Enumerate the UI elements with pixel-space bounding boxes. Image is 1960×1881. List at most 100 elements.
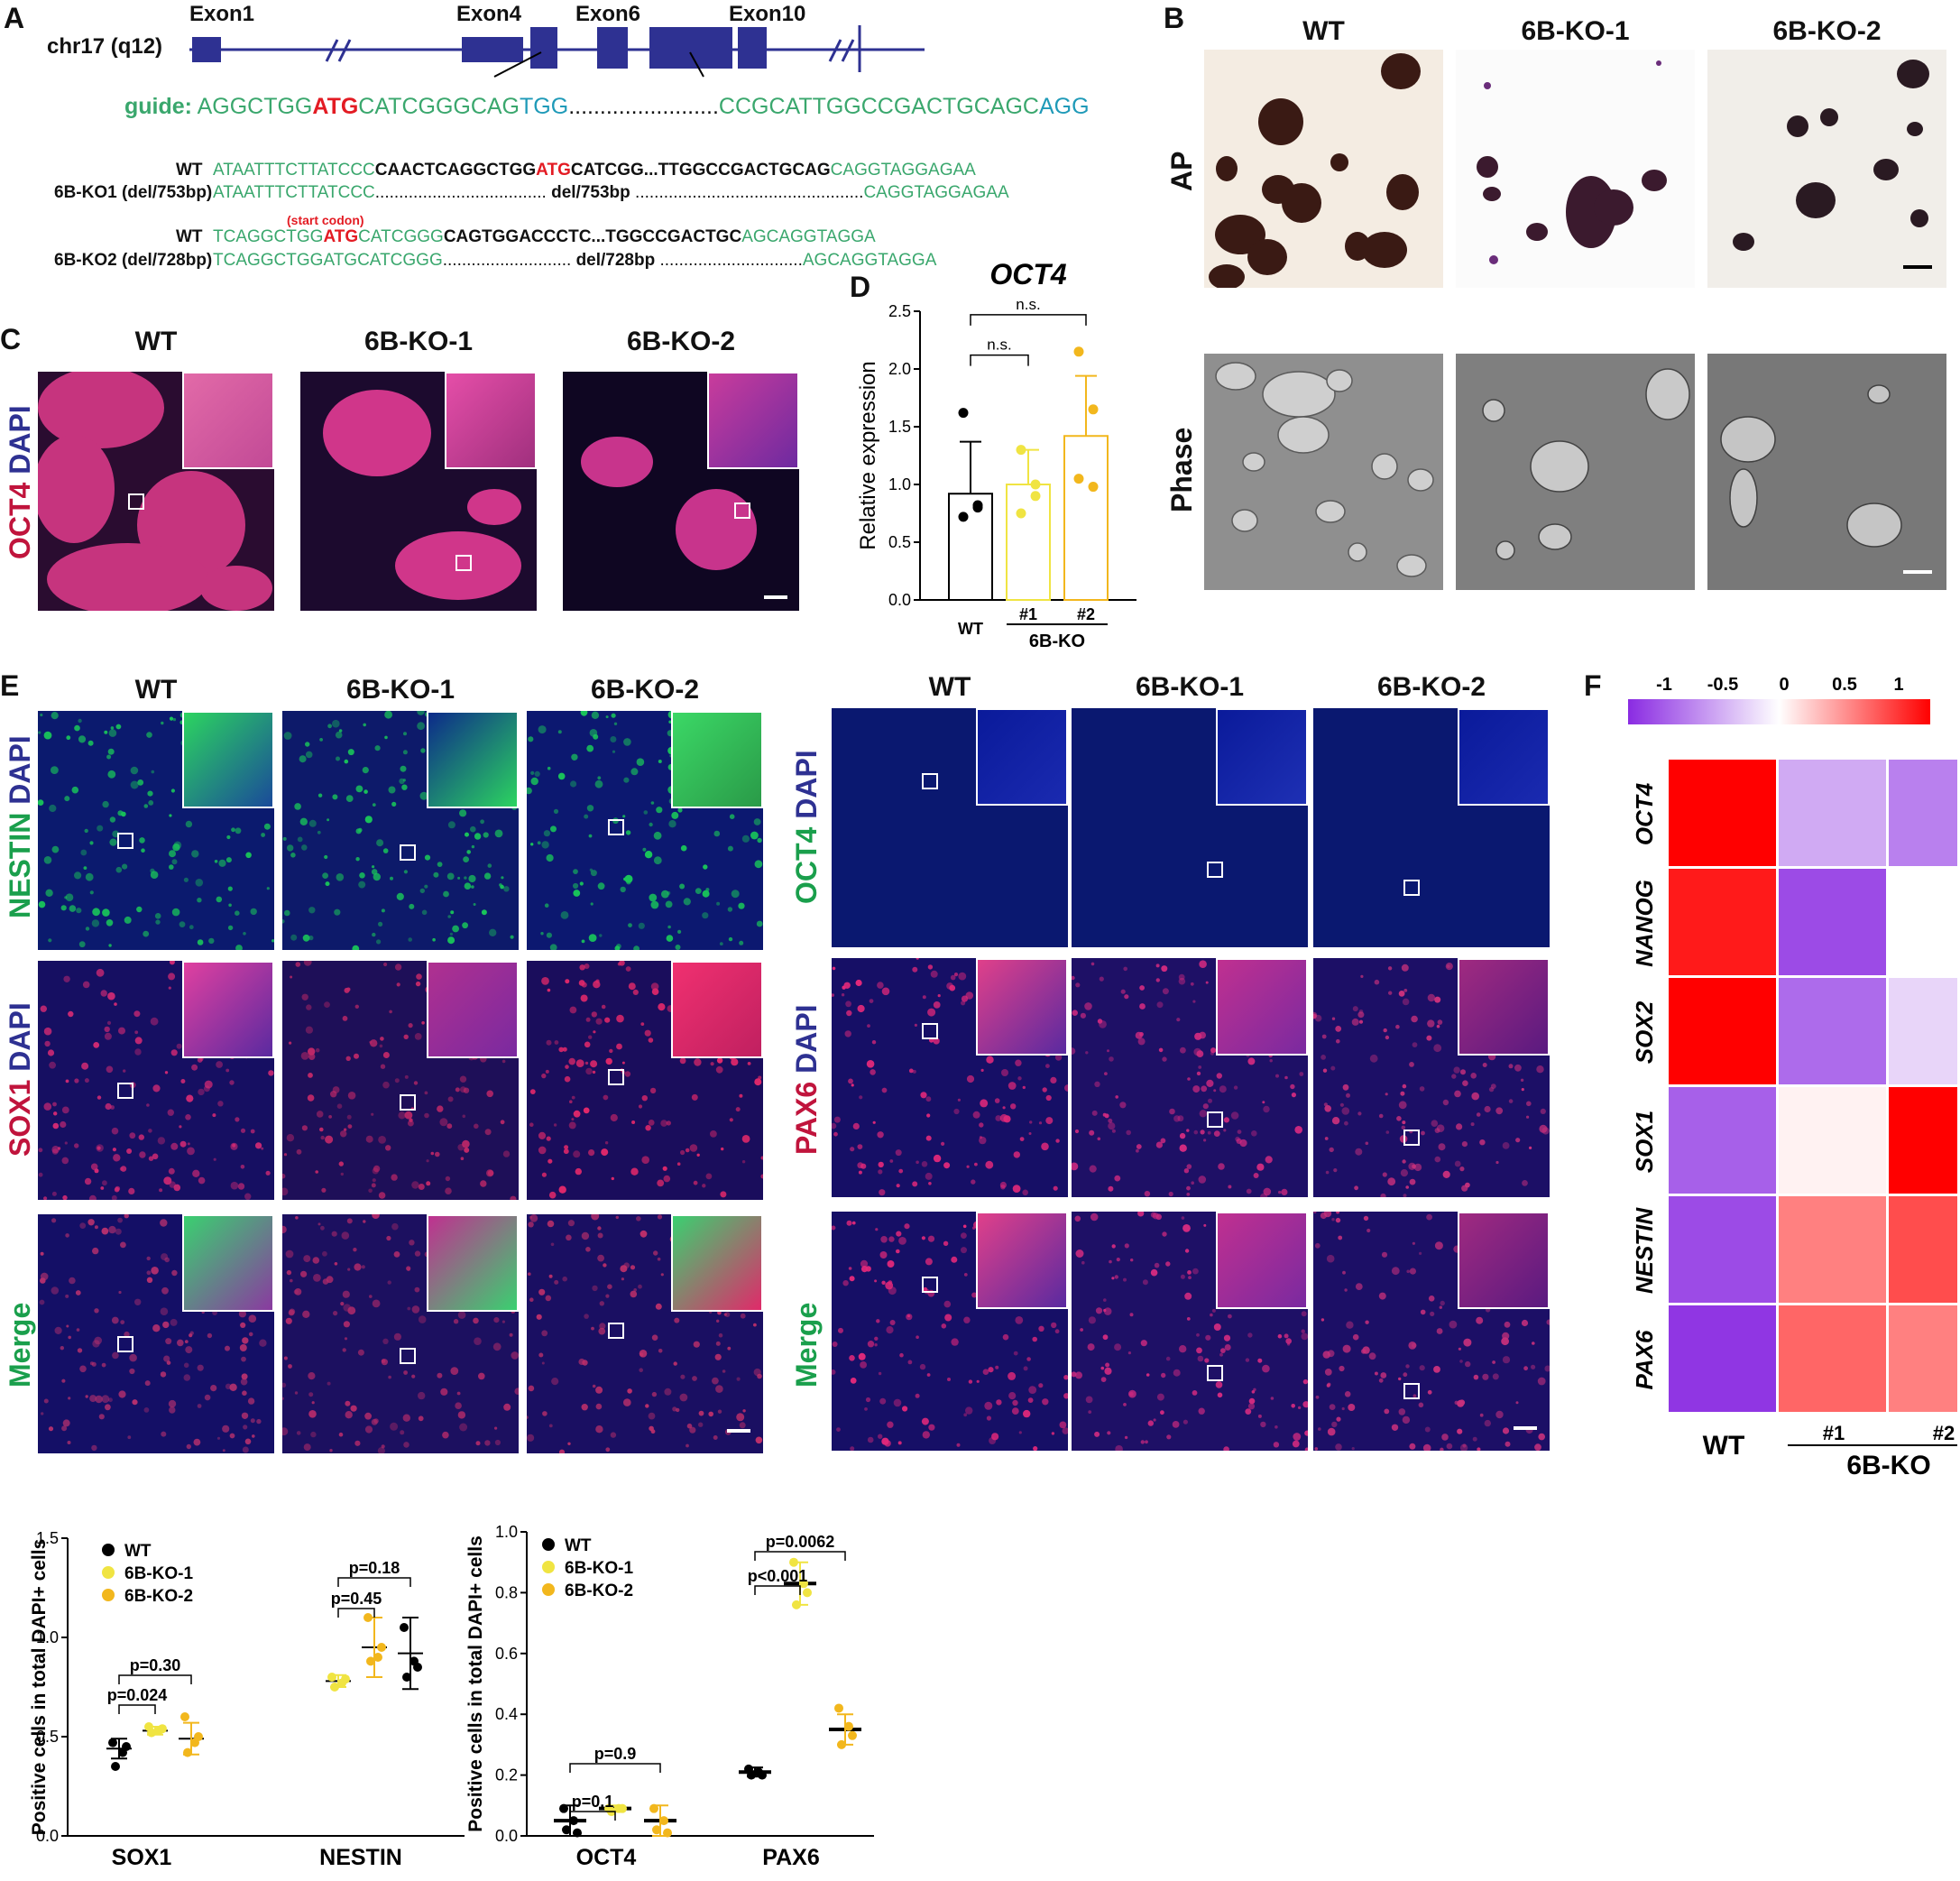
cell-signal bbox=[1521, 1319, 1529, 1327]
cell-signal bbox=[225, 1383, 232, 1389]
cell-signal bbox=[947, 1378, 951, 1381]
cell-signal bbox=[64, 796, 70, 802]
e-col-left-ko2: 6B-KO-2 bbox=[590, 675, 699, 705]
cell-signal bbox=[1182, 1419, 1188, 1425]
cell-signal bbox=[315, 1170, 318, 1174]
cell-signal bbox=[61, 1106, 69, 1114]
cell-signal bbox=[912, 1181, 918, 1187]
cell-signal bbox=[1100, 1377, 1107, 1382]
cell-signal bbox=[613, 722, 618, 725]
cell-signal bbox=[887, 1260, 895, 1268]
cell-signal bbox=[1084, 1002, 1092, 1010]
seq-dots: .................................... bbox=[374, 183, 547, 202]
cell-signal bbox=[290, 853, 296, 858]
legend-label: 6B-KO-2 bbox=[124, 1587, 193, 1606]
cell-signal bbox=[271, 939, 274, 943]
cell-signal bbox=[611, 1176, 614, 1181]
row2-ko-label: 6B-KO2 (del/728bp) bbox=[54, 251, 213, 270]
cell-signal bbox=[1406, 1269, 1410, 1274]
cell-signal bbox=[878, 1169, 883, 1175]
cell-signal bbox=[484, 1440, 491, 1446]
cell-signal bbox=[108, 729, 117, 737]
cell-signal bbox=[971, 1292, 978, 1298]
cell-signal bbox=[1136, 1148, 1139, 1153]
cell-signal bbox=[727, 907, 733, 912]
cell-signal bbox=[207, 1332, 213, 1339]
cell-signal bbox=[1301, 1332, 1308, 1341]
cell-signal bbox=[1207, 1130, 1211, 1135]
cell-signal bbox=[40, 713, 43, 717]
cell-signal bbox=[372, 1299, 381, 1308]
cell-signal bbox=[1013, 1351, 1018, 1356]
cell-signal bbox=[908, 1068, 914, 1074]
cell-signal bbox=[449, 932, 453, 936]
cell-signal bbox=[579, 964, 585, 971]
y-tick-label: 2.0 bbox=[888, 360, 911, 378]
cell-signal bbox=[1017, 1076, 1022, 1081]
cell-signal bbox=[584, 1314, 589, 1319]
cell-signal bbox=[459, 1075, 467, 1083]
cell-signal bbox=[1206, 1079, 1214, 1087]
cell-signal bbox=[1492, 1373, 1499, 1380]
cell-signal bbox=[1369, 1054, 1378, 1063]
cell-signal bbox=[855, 979, 862, 987]
cell-signal bbox=[1152, 1213, 1159, 1220]
roi-box bbox=[400, 1348, 416, 1364]
cell-signal bbox=[605, 1447, 611, 1452]
cell-signal bbox=[597, 1232, 603, 1239]
roi-box bbox=[1207, 1365, 1223, 1381]
cell-signal bbox=[1269, 1059, 1273, 1063]
cell-signal bbox=[167, 1109, 174, 1116]
cell-signal bbox=[1419, 1251, 1422, 1255]
cell-signal bbox=[668, 720, 672, 724]
cell-signal bbox=[51, 766, 59, 774]
cell-signal bbox=[308, 1392, 314, 1397]
cell-signal bbox=[1179, 1345, 1187, 1353]
cell-signal bbox=[189, 1333, 193, 1338]
data-point bbox=[402, 1673, 411, 1682]
cell-signal bbox=[1314, 1014, 1322, 1022]
cell-signal bbox=[303, 1255, 311, 1263]
cell-signal bbox=[1219, 1085, 1227, 1093]
cell-signal bbox=[896, 1249, 900, 1254]
e-right-image-r2-c1 bbox=[832, 958, 1068, 1197]
cell-signal bbox=[1196, 1071, 1201, 1076]
cell-signal bbox=[193, 1438, 201, 1446]
cell-signal bbox=[473, 903, 476, 906]
cell-signal bbox=[120, 1241, 126, 1249]
cell-signal bbox=[721, 1147, 724, 1151]
cell-signal bbox=[643, 810, 649, 815]
cell-signal bbox=[494, 1426, 498, 1430]
cell-signal bbox=[549, 944, 557, 950]
cell-signal bbox=[345, 1400, 351, 1406]
cell-signal bbox=[728, 936, 733, 942]
cell-signal bbox=[575, 1059, 584, 1067]
cell-signal bbox=[294, 803, 301, 810]
cell-signal bbox=[440, 1388, 448, 1396]
cell-signal bbox=[87, 740, 94, 746]
cell-signal bbox=[541, 977, 549, 985]
cell-signal bbox=[1123, 1403, 1127, 1406]
cell-signal bbox=[51, 1146, 60, 1154]
cell-signal bbox=[372, 803, 376, 807]
cell-signal bbox=[1022, 1189, 1028, 1196]
cell-signal bbox=[569, 1006, 577, 1014]
data-point bbox=[1073, 474, 1084, 484]
y-axis-label: Relative expression bbox=[856, 361, 880, 549]
cell-signal bbox=[1146, 1373, 1150, 1377]
cell-signal bbox=[347, 1268, 351, 1271]
cell-signal bbox=[593, 1030, 596, 1034]
cell-signal bbox=[986, 1415, 991, 1421]
cell-signal bbox=[1412, 1394, 1417, 1398]
cell-signal bbox=[720, 1191, 727, 1198]
cell-signal bbox=[268, 1070, 274, 1076]
cell-signal bbox=[995, 1365, 999, 1369]
cell-signal bbox=[1314, 1242, 1320, 1249]
cell-signal bbox=[710, 1062, 714, 1066]
legend-label: WT bbox=[565, 1536, 592, 1555]
seq-frag: AGCAGGTAGGA bbox=[802, 251, 937, 270]
cell-signal bbox=[1434, 996, 1441, 1003]
cell-signal bbox=[612, 750, 616, 753]
data-point bbox=[803, 1588, 812, 1598]
y-tick-label: 0.0 bbox=[495, 1827, 518, 1845]
